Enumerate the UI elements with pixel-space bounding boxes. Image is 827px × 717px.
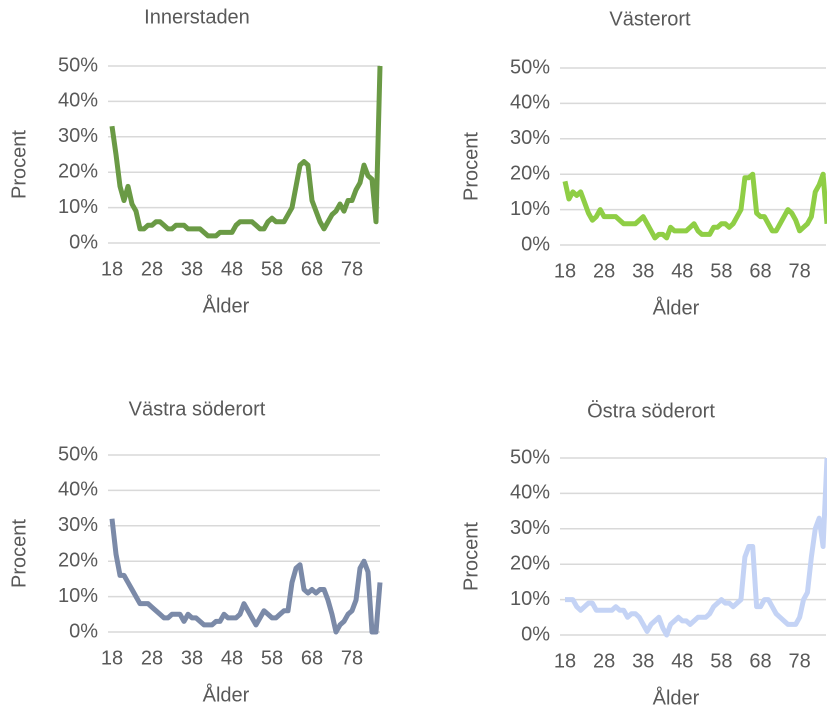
x-axis-label: Ålder (203, 683, 250, 706)
x-tick-label: 48 (221, 258, 243, 280)
x-tick-label: 68 (749, 650, 771, 672)
x-axis-label: Ålder (653, 296, 700, 319)
x-tick-label: 68 (301, 647, 323, 669)
x-tick-label: 28 (593, 260, 615, 282)
x-tick-label: 38 (632, 650, 654, 672)
x-tick-label: 18 (101, 647, 123, 669)
chart-title: Västerort (609, 8, 691, 30)
chart-title: Västra söderort (129, 398, 266, 420)
y-tick-label: 40% (58, 90, 98, 112)
chart-title: Östra söderort (587, 400, 715, 422)
x-tick-label: 78 (341, 647, 363, 669)
x-tick-label: 58 (261, 258, 283, 280)
y-tick-label: 0% (69, 620, 98, 642)
y-tick-label: 40% (58, 479, 98, 501)
y-tick-label: 40% (510, 92, 550, 114)
x-tick-label: 78 (789, 260, 811, 282)
x-tick-label: 28 (141, 258, 163, 280)
y-tick-label: 30% (58, 125, 98, 147)
y-tick-label: 50% (58, 443, 98, 465)
y-tick-label: 30% (510, 127, 550, 149)
x-tick-label: 68 (749, 260, 771, 282)
x-tick-label: 78 (341, 258, 363, 280)
y-tick-label: 40% (510, 482, 550, 504)
y-tick-label: 20% (58, 160, 98, 182)
x-tick-label: 18 (554, 260, 576, 282)
x-tick-label: 48 (671, 650, 693, 672)
y-tick-label: 10% (58, 196, 98, 218)
x-tick-label: 58 (261, 647, 283, 669)
x-tick-label: 68 (301, 258, 323, 280)
y-axis-label: Procent (460, 522, 482, 591)
y-tick-label: 10% (510, 198, 550, 220)
y-tick-label: 30% (58, 514, 98, 536)
x-axis-label: Ålder (653, 686, 700, 709)
data-line (109, 65, 383, 239)
data-line (565, 457, 827, 638)
y-axis-label: Procent (8, 130, 30, 199)
x-tick-label: 48 (671, 260, 693, 282)
x-tick-label: 48 (221, 647, 243, 669)
chart-title: Innerstaden (144, 6, 250, 28)
y-tick-label: 0% (521, 623, 550, 645)
x-tick-label: 38 (181, 258, 203, 280)
y-tick-label: 20% (510, 162, 550, 184)
y-tick-label: 50% (58, 54, 98, 76)
x-tick-label: 28 (141, 647, 163, 669)
x-axis-label: Ålder (203, 294, 250, 317)
y-axis-label: Procent (460, 132, 482, 201)
y-tick-label: 20% (510, 552, 550, 574)
x-tick-label: 78 (789, 650, 811, 672)
y-tick-label: 0% (69, 231, 98, 253)
x-tick-label: 38 (181, 647, 203, 669)
y-tick-label: 0% (521, 233, 550, 255)
x-tick-label: 58 (710, 650, 732, 672)
x-tick-label: 28 (593, 650, 615, 672)
x-tick-label: 58 (710, 260, 732, 282)
y-tick-label: 50% (510, 446, 550, 468)
x-tick-label: 18 (101, 258, 123, 280)
data-line (562, 171, 827, 241)
x-tick-label: 18 (554, 650, 576, 672)
y-tick-label: 10% (58, 585, 98, 607)
y-tick-label: 30% (510, 517, 550, 539)
x-tick-label: 38 (632, 260, 654, 282)
y-tick-label: 20% (58, 549, 98, 571)
y-tick-label: 50% (510, 56, 550, 78)
y-tick-label: 10% (510, 588, 550, 610)
y-axis-label: Procent (8, 519, 30, 588)
data-line (109, 518, 383, 635)
